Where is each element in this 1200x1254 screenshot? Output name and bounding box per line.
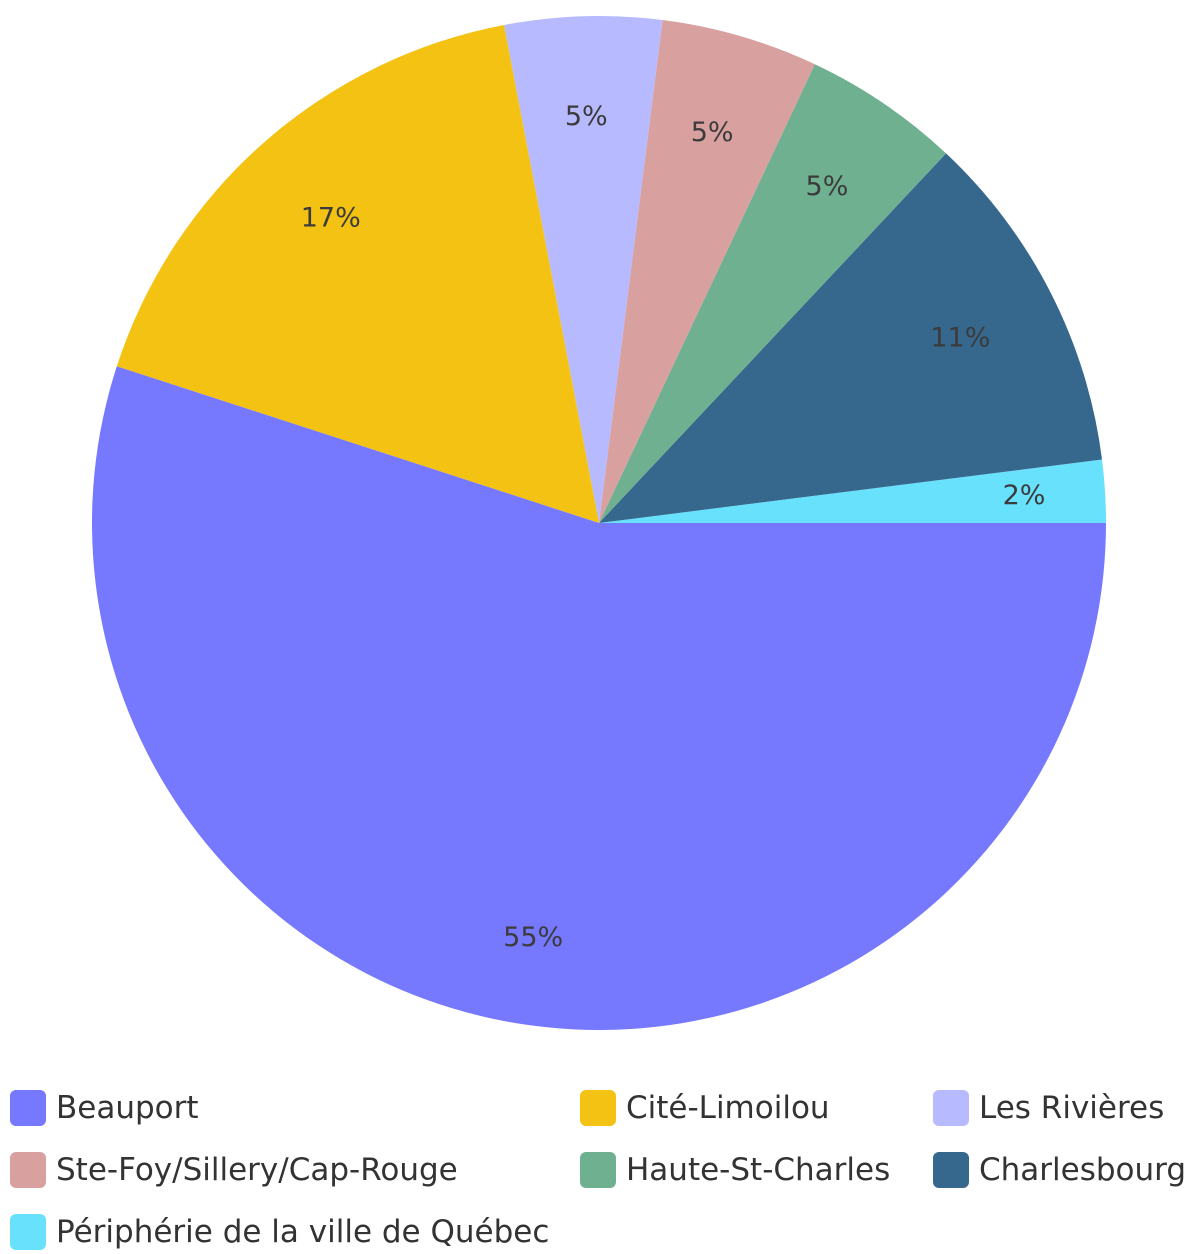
legend-label: Beauport [56,1090,199,1126]
legend-swatch [10,1152,46,1188]
legend-item[interactable]: Charlesbourg [933,1148,1186,1192]
pie-slice-haute-st-charles [599,64,947,523]
pie-slice-p-riph-rie-de-la-ville-de-qu-bec [599,459,1106,523]
legend-label: Les Rivières [979,1090,1165,1126]
slice-label: 55% [503,922,563,953]
legend-swatch [933,1090,969,1126]
legend-item[interactable]: Les Rivières [933,1086,1164,1130]
legend-swatch [10,1214,46,1250]
legend-label: Ste-Foy/Sillery/Cap-Rouge [56,1152,458,1188]
slice-label: 17% [301,202,361,233]
legend-swatch [10,1090,46,1126]
slice-label: 11% [930,322,990,353]
pie-slice-ste-foy-sillery-cap-rouge [599,19,815,524]
slice-label: 5% [806,171,849,202]
legend-swatch [933,1152,969,1188]
legend-label: Haute-St-Charles [626,1152,891,1188]
legend-item[interactable]: Périphérie de la ville de Québec [10,1210,549,1254]
legend-swatch [580,1090,616,1126]
pie-slice-beauport [92,366,1106,1030]
legend: Beauport Cité-Limoilou Les Rivières Ste-Foy… [0,1080,1200,1251]
legend-label: Périphérie de la ville de Québec [56,1214,550,1250]
legend-item[interactable]: Haute-St-Charles [580,1148,890,1192]
pie-slice-les-rivi-res [503,15,663,523]
pie-slice-cit-limoilou [116,24,600,523]
slice-label: 5% [565,101,608,132]
legend-label: Charlesbourg [979,1152,1187,1188]
slice-label: 5% [691,117,734,148]
slice-label: 2% [1003,480,1046,511]
legend-label: Cité-Limoilou [626,1090,830,1126]
legend-item[interactable]: Ste-Foy/Sillery/Cap-Rouge [10,1148,458,1192]
legend-item[interactable]: Cité-Limoilou [580,1086,830,1130]
legend-swatch [580,1152,616,1188]
legend-item[interactable]: Beauport [10,1086,199,1130]
pie-slice-charlesbourg [599,153,1103,523]
pie-chart-svg: 2% 11% 5% 5% 5% 17% 55% [92,15,1106,1030]
pie-chart: 2% 11% 5% 5% 5% 17% 55% [92,15,1106,1030]
